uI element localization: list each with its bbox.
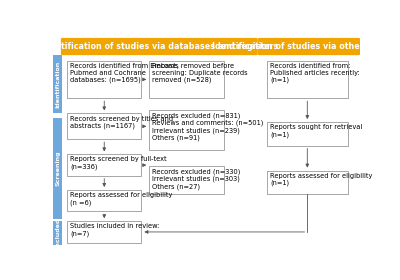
FancyBboxPatch shape [53,221,62,245]
FancyBboxPatch shape [67,221,142,243]
Text: Records removed before
screening: Duplicate records
removed (n=528): Records removed before screening: Duplic… [152,63,248,83]
FancyBboxPatch shape [267,60,348,98]
Text: Reports sought for retrieval
(n=1): Reports sought for retrieval (n=1) [270,124,362,138]
FancyBboxPatch shape [149,166,224,194]
FancyBboxPatch shape [267,171,348,194]
Text: Records identified from Embase,
Pubmed and Cochrane
databases: (n=1695): Records identified from Embase, Pubmed a… [70,63,179,83]
FancyBboxPatch shape [258,38,360,55]
FancyBboxPatch shape [61,38,258,55]
Text: Reports assessed for eligibility
(n =6): Reports assessed for eligibility (n =6) [70,192,172,206]
FancyBboxPatch shape [267,122,348,146]
Text: Records excluded (n=330)
Irrelevant studies (n=303)
Others (n=27): Records excluded (n=330) Irrelevant stud… [152,168,241,190]
Text: Included: Included [55,218,60,248]
FancyBboxPatch shape [67,154,142,176]
FancyBboxPatch shape [67,190,142,211]
FancyBboxPatch shape [53,55,62,113]
Text: Records identified from:
Published articles recently:
(n=1): Records identified from: Published artic… [270,63,360,83]
Text: Identification of studies via databases and registers: Identification of studies via databases … [41,42,278,51]
Text: Reports assessed for eligibility
(n=1): Reports assessed for eligibility (n=1) [270,173,372,186]
FancyBboxPatch shape [67,60,142,98]
Text: Records excluded (n=831)
Reviews and comments: (n=501)
Irrelevant studies (n=239: Records excluded (n=831) Reviews and com… [152,112,264,141]
FancyBboxPatch shape [149,60,224,98]
Text: Identification of studies via other methods: Identification of studies via other meth… [212,42,400,51]
Text: Records screened by titles and
abstracts (n=1167): Records screened by titles and abstracts… [70,116,173,129]
Text: Studies included in review:
(n=7): Studies included in review: (n=7) [70,223,160,237]
FancyBboxPatch shape [149,110,224,150]
Text: Screening: Screening [55,151,60,186]
FancyBboxPatch shape [67,113,142,139]
Text: Identification: Identification [55,61,60,108]
FancyBboxPatch shape [53,118,62,219]
Text: Reports screened by full-text
(n=336): Reports screened by full-text (n=336) [70,157,167,170]
